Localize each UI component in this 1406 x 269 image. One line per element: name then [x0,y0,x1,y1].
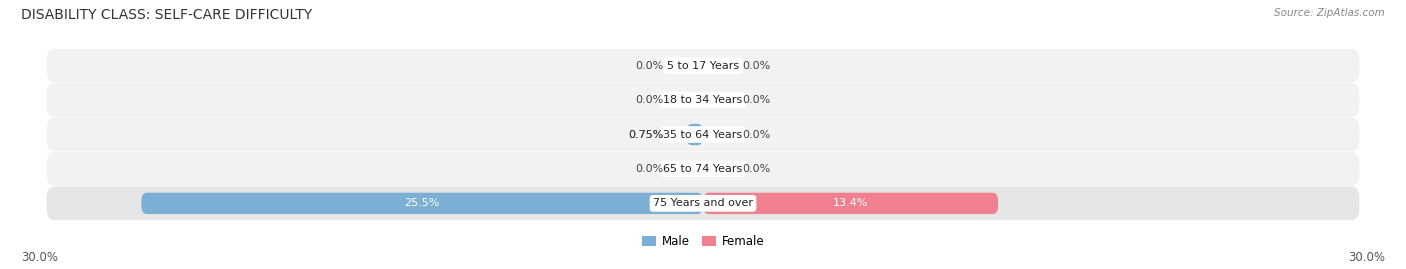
Text: 0.0%: 0.0% [636,61,664,71]
FancyBboxPatch shape [703,193,998,214]
Text: 0.0%: 0.0% [742,61,770,71]
FancyBboxPatch shape [46,186,1360,220]
Text: 0.0%: 0.0% [636,95,664,105]
Text: 0.0%: 0.0% [636,164,664,174]
Text: 35 to 64 Years: 35 to 64 Years [664,129,742,140]
Text: 30.0%: 30.0% [21,251,58,264]
FancyBboxPatch shape [141,193,703,214]
Text: 5 to 17 Years: 5 to 17 Years [666,61,740,71]
FancyBboxPatch shape [46,49,1360,83]
Text: 75 Years and over: 75 Years and over [652,198,754,208]
Text: 30.0%: 30.0% [1348,251,1385,264]
FancyBboxPatch shape [46,83,1360,117]
Text: Source: ZipAtlas.com: Source: ZipAtlas.com [1274,8,1385,18]
Text: DISABILITY CLASS: SELF-CARE DIFFICULTY: DISABILITY CLASS: SELF-CARE DIFFICULTY [21,8,312,22]
Text: 25.5%: 25.5% [405,198,440,208]
FancyBboxPatch shape [46,118,1360,151]
Text: 0.75%: 0.75% [628,129,664,140]
Text: 0.0%: 0.0% [742,129,770,140]
Text: 0.75%: 0.75% [628,129,664,140]
Text: 65 to 74 Years: 65 to 74 Years [664,164,742,174]
Text: 0.0%: 0.0% [742,164,770,174]
Legend: Male, Female: Male, Female [637,230,769,253]
FancyBboxPatch shape [686,124,703,145]
Text: 13.4%: 13.4% [832,198,869,208]
Text: 0.0%: 0.0% [742,95,770,105]
FancyBboxPatch shape [46,152,1360,186]
Text: 18 to 34 Years: 18 to 34 Years [664,95,742,105]
